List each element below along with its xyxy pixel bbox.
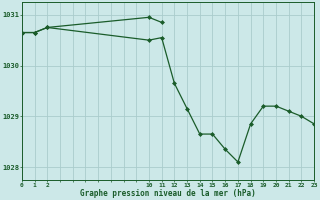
X-axis label: Graphe pression niveau de la mer (hPa): Graphe pression niveau de la mer (hPa): [80, 189, 256, 198]
